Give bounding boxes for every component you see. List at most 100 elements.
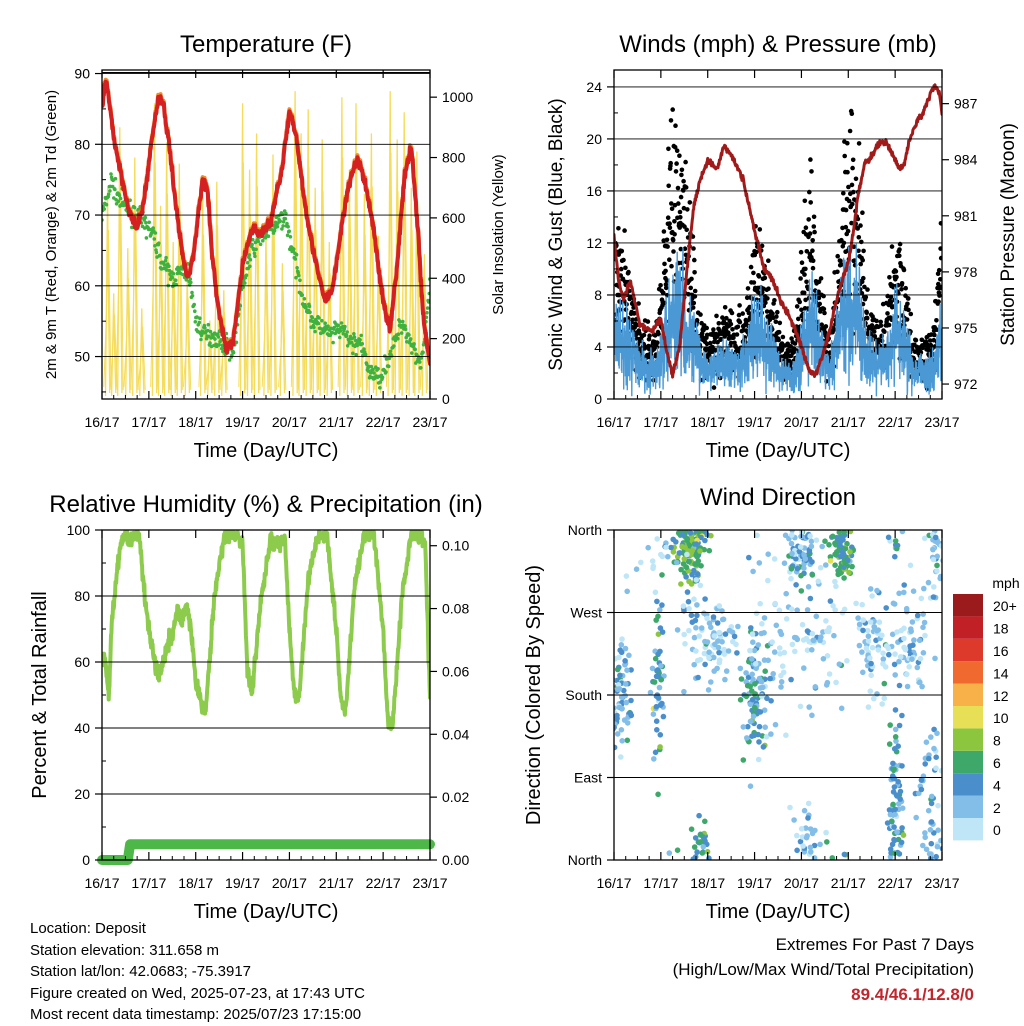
direction-point [799, 834, 806, 840]
solar-spike [399, 169, 409, 390]
gust-point [864, 315, 870, 321]
direction-point [650, 565, 656, 572]
gust-point [698, 312, 703, 317]
colorbar-label: 10 [993, 710, 1009, 726]
gust-point [802, 198, 808, 204]
dewpoint-point [170, 275, 175, 280]
dewpoint-point [192, 302, 196, 307]
gust-point [673, 123, 678, 128]
direction-point [859, 649, 865, 655]
gust-point [745, 286, 751, 291]
gust-point [931, 337, 937, 343]
gust-point [720, 315, 725, 320]
direction-point [943, 811, 949, 817]
gust-point [679, 167, 685, 173]
direction-point [694, 612, 700, 619]
direction-point [627, 710, 634, 717]
direction-point [695, 571, 701, 577]
direction-point [606, 669, 612, 675]
gust-point [641, 332, 647, 338]
dewpoint-point [288, 235, 293, 239]
dewpoint-point [352, 332, 356, 336]
direction-point [831, 632, 837, 639]
x-tick-label: 18/17 [690, 875, 725, 891]
dewpoint-point [275, 224, 280, 229]
gust-point [862, 284, 867, 290]
direction-point [654, 727, 660, 733]
dewpoint-point [360, 349, 364, 354]
gust-point [630, 317, 635, 323]
gust-point [687, 200, 693, 205]
direction-point [856, 642, 863, 649]
dewpoint-point [312, 325, 316, 330]
direction-point [928, 800, 935, 807]
direction-point [681, 631, 687, 638]
direction-point [622, 662, 628, 668]
gust-point [936, 267, 942, 273]
gust-point [666, 183, 671, 189]
direction-point [684, 589, 691, 595]
direction-point [913, 814, 919, 821]
direction-point [649, 558, 656, 564]
y-tick-label: North [568, 852, 602, 868]
dewpoint-point [349, 340, 354, 345]
gust-point [839, 262, 844, 267]
direction-point [772, 721, 779, 728]
x-tick-label: 21/17 [831, 875, 866, 891]
gust-point [801, 290, 807, 296]
dewpoint-point [330, 331, 335, 335]
gust-point [666, 146, 671, 152]
dewpoint-point [261, 238, 265, 243]
dewpoint-point [380, 375, 385, 380]
dewpoint-point [369, 371, 373, 375]
x-tick-label: 19/17 [737, 414, 772, 430]
y2-axis-label: Solar Insolation (Yellow) [490, 154, 507, 314]
gust-point [803, 266, 808, 272]
direction-point [619, 738, 625, 744]
direction-point [756, 560, 763, 566]
gust-point [861, 275, 866, 281]
gust-point [684, 227, 689, 233]
direction-point [935, 827, 941, 833]
gust-point [737, 303, 742, 308]
gust-point [776, 329, 782, 335]
direction-point [765, 657, 771, 664]
direction-point [618, 727, 625, 733]
direction-point [813, 613, 820, 620]
x-tick-label: 22/17 [366, 414, 401, 430]
direction-point [752, 704, 758, 711]
gust-point [616, 226, 621, 231]
direction-point [710, 614, 717, 620]
direction-point [931, 726, 937, 733]
dewpoint-point [336, 323, 341, 328]
direction-point [698, 563, 704, 569]
direction-point [670, 536, 676, 543]
gust-point [765, 296, 770, 301]
dewpoint-point [143, 215, 148, 220]
dewpoint-point [248, 257, 253, 262]
direction-point [808, 543, 815, 550]
solar-spike [130, 205, 139, 390]
direction-point [651, 679, 658, 685]
direction-point [793, 556, 799, 562]
direction-point [874, 587, 880, 594]
y2-tick-label: 0.02 [442, 789, 469, 805]
direction-point [931, 584, 937, 590]
recent-timestamp: Most recent data timestamp: 2025/07/23 1… [30, 1006, 362, 1023]
direction-point [771, 556, 778, 562]
colorbar-swatch [953, 750, 983, 774]
gust-point [730, 327, 735, 332]
direction-point [761, 615, 768, 621]
gust-point [871, 329, 877, 334]
direction-point [686, 542, 693, 548]
gust-point [671, 249, 676, 254]
dewpoint-point [343, 324, 347, 329]
direction-point [624, 737, 631, 744]
solar-spike [150, 162, 159, 390]
dewpoint-point [205, 328, 210, 333]
y-tick-label: 4 [594, 339, 602, 355]
direction-point [867, 586, 874, 592]
direction-point [838, 538, 844, 545]
gust-point [864, 310, 869, 316]
direction-point [721, 646, 727, 653]
